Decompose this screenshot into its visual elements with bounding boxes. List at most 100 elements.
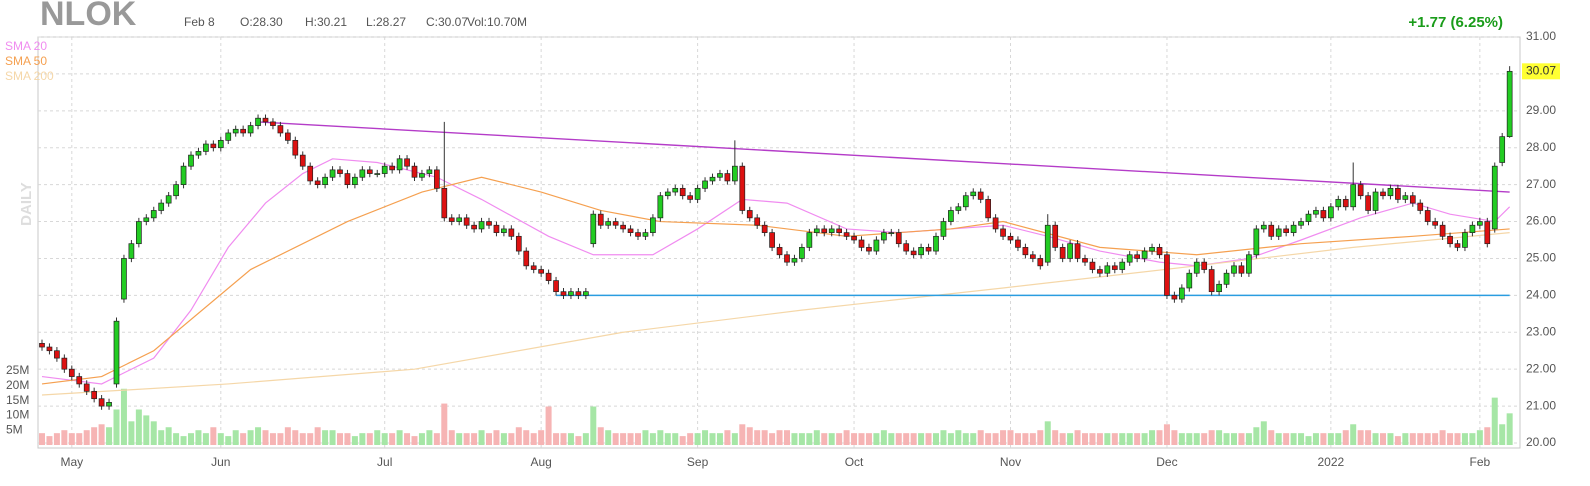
candle-body <box>1097 269 1103 274</box>
candle-body <box>739 165 746 211</box>
volume-tick-label: 25M <box>6 363 29 377</box>
candle-body <box>620 224 626 230</box>
volume-bar <box>1461 433 1468 445</box>
candle-body <box>39 342 45 348</box>
volume-bar <box>605 430 612 445</box>
candle-body <box>806 232 813 248</box>
volume-bar <box>1260 421 1267 445</box>
volume-bar <box>582 433 589 445</box>
y-tick-label: 20.00 <box>1526 435 1556 449</box>
legend-entry: SMA 200 <box>5 69 54 83</box>
volume-bar <box>1283 433 1290 445</box>
volume-bar <box>1268 430 1275 445</box>
volume-bar <box>567 433 574 445</box>
candle-body <box>657 195 664 219</box>
volume-bar <box>337 433 343 445</box>
candle-body <box>761 224 768 233</box>
candle-body <box>1350 184 1357 208</box>
candle-body <box>1164 254 1170 296</box>
candle-body <box>1104 265 1111 274</box>
volume-bar <box>687 433 694 445</box>
volume-bar <box>359 433 366 445</box>
volume-bar <box>1059 433 1066 445</box>
candle-body <box>54 350 60 359</box>
candle-body <box>1447 235 1453 245</box>
candle-body <box>1186 272 1193 289</box>
candle-body <box>582 291 589 296</box>
volume-bar <box>806 433 813 445</box>
candle-body <box>1178 287 1185 300</box>
candle-body <box>1134 254 1141 259</box>
candle-body <box>553 280 559 293</box>
volume-bar <box>992 433 999 445</box>
volume-bar <box>679 436 686 445</box>
candle-body <box>948 210 954 222</box>
volume-bar <box>553 433 560 445</box>
candle-body <box>791 258 798 263</box>
volume-bar <box>1469 433 1476 445</box>
y-tick-label: 26.00 <box>1526 214 1556 228</box>
candle-body <box>888 232 895 234</box>
candle-body <box>471 224 477 230</box>
candle-body <box>203 143 209 152</box>
candle-body <box>746 210 753 219</box>
volume-bar <box>1037 430 1044 445</box>
volume-text: Vol:10.70M <box>467 15 527 29</box>
volume-bar <box>1029 433 1036 445</box>
candle-body <box>776 247 783 256</box>
change-text: +1.77 (6.25%) <box>1408 14 1503 31</box>
candle-body <box>173 184 179 197</box>
volume-bar <box>493 430 500 445</box>
volume-bar <box>694 433 701 445</box>
volume-bar <box>1387 433 1394 445</box>
candle-body <box>1357 184 1364 197</box>
volume-bar <box>1402 433 1409 445</box>
candle-body <box>880 232 887 241</box>
volume-bar <box>225 436 232 445</box>
candle-body <box>262 117 269 123</box>
candle-body <box>1387 187 1394 197</box>
volume-bar <box>970 433 977 445</box>
candle-body <box>1119 261 1126 270</box>
volume-bar <box>255 427 262 445</box>
candle-body <box>1089 261 1096 270</box>
x-tick-label: Feb <box>1470 455 1491 469</box>
candle-body <box>501 228 507 233</box>
volume-bar <box>731 433 738 445</box>
volume-bar <box>314 427 321 445</box>
volume-bar <box>240 433 247 445</box>
y-tick-label: 24.00 <box>1526 288 1556 302</box>
volume-bar <box>530 433 537 445</box>
y-tick-label: 31.00 <box>1526 29 1556 43</box>
volume-bar <box>188 433 194 445</box>
volume-bar <box>903 433 910 445</box>
volume-bar <box>1201 433 1208 445</box>
volume-bar <box>46 436 53 445</box>
candle-body <box>247 125 254 134</box>
candle-body <box>441 187 448 219</box>
volume-bar <box>1491 397 1498 445</box>
candle-body <box>366 169 373 174</box>
volume-bar <box>344 433 351 445</box>
volume-bar <box>478 430 485 445</box>
candle-body <box>530 265 537 270</box>
candle-body <box>970 191 977 197</box>
volume-bar <box>1223 433 1230 445</box>
volume-bar <box>1476 430 1483 445</box>
candle-body <box>754 217 761 226</box>
candle-body <box>873 239 880 252</box>
candle-body <box>635 232 641 237</box>
candle-body <box>143 217 150 222</box>
candle-body <box>1246 254 1252 274</box>
volume-bar <box>202 433 209 445</box>
candle-body <box>255 117 261 126</box>
volume-bar <box>538 430 545 445</box>
volume-bar <box>1134 433 1141 445</box>
ticker: NLOK <box>40 0 137 33</box>
volume-bar <box>98 424 105 445</box>
volume-bar <box>1171 430 1178 445</box>
candle-body <box>389 165 395 171</box>
candle-body <box>232 128 239 134</box>
candle-body <box>225 132 232 141</box>
candle-body <box>1380 191 1386 197</box>
